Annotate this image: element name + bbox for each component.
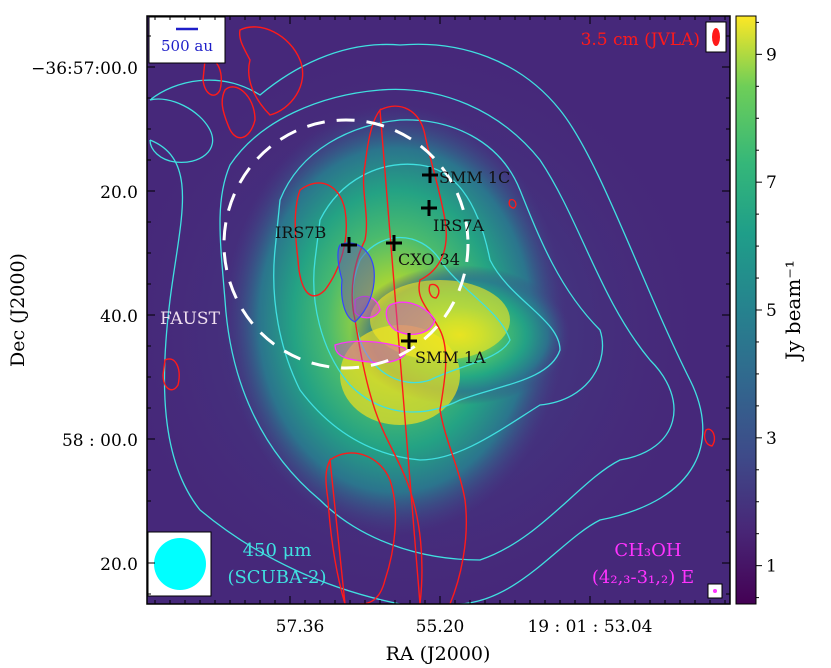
contour-jvla-small-1 [162,358,180,391]
x-tick-label-1: 55.20 [416,617,465,637]
contour-jvla-north-3 [221,86,256,139]
source-marker-irs7a [421,200,437,216]
colorbar-tick-label: 1 [766,557,777,577]
jvla-label: 3.5 cm (JVLA) [581,30,700,50]
colorbar-tick-labels: 1 3 5 7 9 [766,45,777,576]
x-tick-label-0: 57.36 [276,617,325,637]
contour-450um-3 [273,119,604,461]
contour-jvla-small-2 [508,198,517,209]
scuba-label-2: (SCUBA-2) [227,567,326,588]
axis-ticks [147,16,730,604]
source-label-cxo34: CXO 34 [398,250,460,269]
y-axis-title: Dec (J2000) [7,253,29,367]
contours-ch3oh [334,242,436,364]
y-tick-label-4: 20.0 [100,555,138,575]
contour-450um-blob [149,98,214,164]
x-tick-label-2: 19 : 01 : 53.04 [527,617,652,637]
colorbar-tick-label: 5 [766,301,777,321]
contour-jvla-small-3 [428,283,440,299]
source-label-smm1a: SMM 1A [415,348,486,367]
contour-450um-4 [313,163,561,413]
y-tick-label-3: 58 : 00.0 [62,431,138,451]
y-tick-label-0: −36:57:00.0 [31,59,138,79]
colorbar-gradient [735,15,757,605]
jvla-beam-box [705,21,727,53]
source-marker-irs7b [341,237,357,253]
ch3oh-label-1: CH₃OH [614,540,681,561]
source-marker-cxo34 [386,235,402,251]
ch3oh-beam-box [707,583,723,599]
contour-jvla-north-1 [238,26,304,116]
colorbar-title: Jy beam⁻¹ [781,260,805,362]
contours-450um [149,43,704,604]
emission-map [147,16,730,604]
scalebar-label: 500 au [161,37,213,55]
contour-450um-2 [219,88,675,561]
source-markers [341,167,438,349]
contour-jvla-west [294,182,347,297]
colorbar-tick-label: 9 [766,45,777,65]
y-tick-label-2: 40.0 [100,307,138,327]
colorbar-tick-label: 7 [766,173,777,193]
contour-ch3oh-blue-1 [337,242,375,323]
x-tick-labels: 57.36 55.20 19 : 01 : 53.04 [276,617,653,637]
scuba-beam-box [147,531,212,597]
contour-ch3oh-magenta-1 [385,301,436,335]
source-label-smm1c: SMM 1C [439,168,510,187]
scalebar-box: 500 au [148,16,226,64]
source-marker-smm1c [422,167,438,183]
source-label-irs7b: IRS7B [275,223,326,242]
contour-jvla-small-4 [703,428,716,447]
contour-ch3oh-magenta-2 [334,340,407,364]
contour-jvla-south [325,452,397,604]
plot-frame [146,15,731,605]
y-tick-labels: −36:57:00.0 20.0 40.0 58 : 00.0 20.0 [31,59,138,575]
y-tick-label-1: 20.0 [100,183,138,203]
contour-450um-outer [149,43,704,604]
source-labels: SMM 1C IRS7A IRS7B CXO 34 SMM 1A [275,168,510,367]
colorbar-ticks [756,21,762,599]
source-label-irs7a: IRS7A [433,216,485,235]
x-axis-title: RA (J2000) [386,643,491,665]
contour-450um-5 [351,237,511,384]
faust-label: FAUST [160,309,221,329]
colorbar-tick-label: 3 [766,429,777,449]
ch3oh-label-2: (4₂,₃-3₁,₂) E [592,567,694,588]
source-marker-smm1a [401,333,417,349]
scuba-label-1: 450 μm [243,540,312,561]
fov-circle [222,118,470,370]
colorbar: 1 3 5 7 9 Jy beam⁻¹ [735,15,805,605]
